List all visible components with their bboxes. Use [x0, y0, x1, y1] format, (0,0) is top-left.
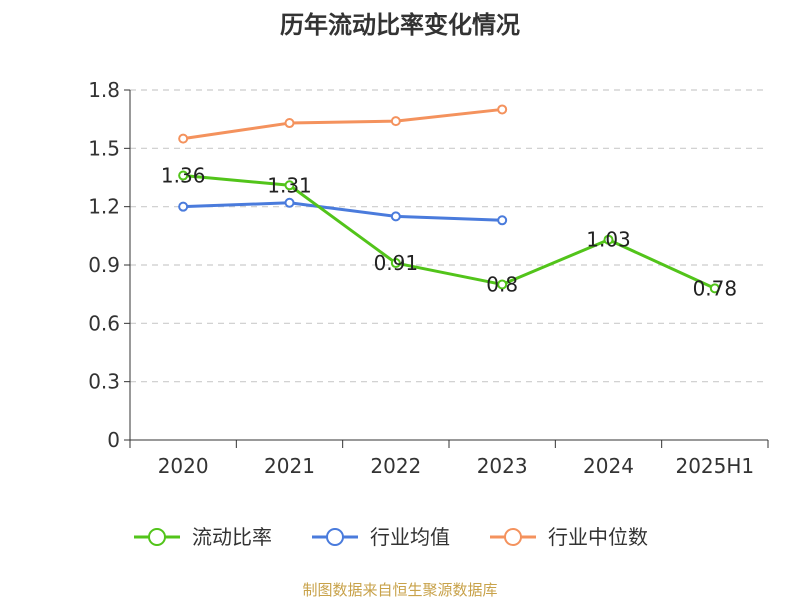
axes: 0 0.3 0.6 0.9 1.2 1.5 1.8 2020 2021 2022 2023 2024 2… — [88, 78, 769, 478]
series-line — [183, 201, 503, 222]
data-point — [284, 180, 295, 191]
legend-label: 行业中位数 — [548, 525, 648, 549]
series-line — [183, 174, 716, 290]
legend-label: 流动比率 — [192, 525, 272, 549]
y-tick-label: 0 — [107, 428, 120, 452]
data-point — [390, 116, 401, 127]
x-tick-label: 2020 — [158, 454, 209, 478]
y-tick-label: 0.3 — [88, 370, 120, 394]
y-tick-label: 0.6 — [88, 311, 120, 335]
legend-marker — [504, 528, 522, 546]
data-label: 1.03 — [586, 228, 631, 252]
legend-marker — [326, 528, 344, 546]
data-point — [497, 279, 508, 290]
data-point — [603, 234, 614, 245]
chart-title: 历年流动比率变化情况 — [280, 11, 520, 39]
data-point — [178, 170, 189, 181]
series-lines — [178, 104, 720, 294]
data-point — [178, 201, 189, 212]
x-tick-label: 2022 — [370, 454, 421, 478]
data-label: 0.91 — [374, 251, 419, 275]
data-point — [284, 118, 295, 129]
data-point — [390, 258, 401, 269]
x-tick-label: 2023 — [477, 454, 528, 478]
data-point — [709, 283, 720, 294]
data-point — [390, 211, 401, 222]
data-label: 0.78 — [693, 276, 738, 300]
x-tick-label: 2021 — [264, 454, 315, 478]
data-point — [178, 133, 189, 144]
source-note: 制图数据来自恒生聚源数据库 — [302, 581, 497, 599]
legend: 流动比率 行业均值 行业中位数 — [134, 525, 648, 549]
legend-label: 行业均值 — [370, 525, 450, 549]
legend-marker — [148, 528, 166, 546]
data-label: 0.8 — [486, 272, 518, 296]
data-labels: 1.36 1.31 0.91 0.8 1.03 0.78 — [161, 164, 737, 301]
y-tick-label: 1.5 — [88, 136, 120, 160]
y-tick-label: 1.8 — [88, 78, 120, 102]
x-tick-label: 2024 — [583, 454, 634, 478]
data-point — [284, 197, 295, 208]
data-label: 1.31 — [267, 173, 312, 197]
data-point — [497, 215, 508, 226]
x-tick-label: 2025H1 — [675, 454, 754, 478]
y-tick-label: 1.2 — [88, 195, 120, 219]
data-point — [497, 104, 508, 115]
series-line — [182, 107, 503, 141]
data-label: 1.36 — [161, 164, 206, 188]
y-tick-label: 0.9 — [88, 253, 120, 277]
